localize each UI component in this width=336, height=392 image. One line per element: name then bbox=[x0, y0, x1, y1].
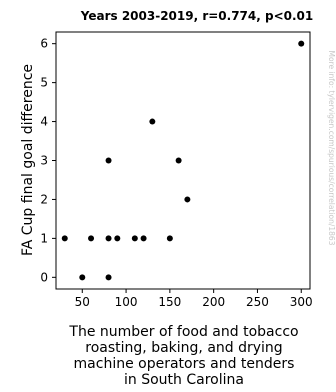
data-point-8 bbox=[140, 235, 147, 242]
y-tick-label-0: 0 bbox=[40, 270, 48, 284]
data-point-7 bbox=[131, 235, 138, 242]
data-point-2 bbox=[88, 235, 95, 242]
svg-text:roasting, baking, and drying: roasting, baking, and drying bbox=[85, 340, 282, 356]
x-tick-label-150: 150 bbox=[158, 295, 181, 309]
chart-title: Years 2003-2019, r=0.774, p<0.01 bbox=[80, 9, 314, 23]
plot-area: 50 100 150 200 250 300 0 1 2 3 4 5 6 bbox=[40, 31, 313, 309]
x-axis-label: The number of food and tobacco roasting,… bbox=[68, 324, 298, 388]
x-tick-label-50: 50 bbox=[75, 295, 90, 309]
data-point-3 bbox=[105, 157, 112, 164]
data-point-13 bbox=[298, 40, 305, 47]
data-point-10 bbox=[166, 235, 173, 242]
data-point-5 bbox=[105, 274, 112, 281]
svg-text:More info: tylervigen.com/spur: More info: tylervigen.com/spurious/corre… bbox=[327, 51, 336, 246]
y-tick-label-3: 3 bbox=[40, 154, 48, 168]
x-tick-label-250: 250 bbox=[246, 295, 269, 309]
x-tick-label-300: 300 bbox=[290, 295, 313, 309]
data-point-0 bbox=[61, 235, 68, 242]
svg-text:FA Cup final goal difference: FA Cup final goal difference bbox=[20, 64, 36, 256]
y-tick-label-2: 2 bbox=[40, 192, 48, 206]
data-point-9 bbox=[149, 118, 156, 125]
x-tick-label-100: 100 bbox=[115, 295, 138, 309]
plot-frame bbox=[55, 31, 311, 290]
data-point-6 bbox=[114, 235, 121, 242]
y-tick-label-1: 1 bbox=[40, 231, 48, 245]
svg-text:The number of food and tobacco: The number of food and tobacco bbox=[68, 324, 298, 340]
y-tick-label-6: 6 bbox=[40, 37, 48, 51]
y-tick-label-4: 4 bbox=[40, 115, 48, 129]
svg-text:machine operators and tenders: machine operators and tenders bbox=[74, 356, 295, 372]
data-point-1 bbox=[79, 274, 86, 281]
data-point-11 bbox=[175, 157, 182, 164]
x-tick-label-200: 200 bbox=[202, 295, 225, 309]
svg-text:in South Carolina: in South Carolina bbox=[124, 372, 244, 388]
y-tick-label-5: 5 bbox=[40, 76, 48, 90]
data-point-4 bbox=[105, 235, 112, 242]
data-point-12 bbox=[184, 196, 191, 203]
y-axis-label: FA Cup final goal difference bbox=[20, 64, 36, 256]
watermark: More info: tylervigen.com/spurious/corre… bbox=[327, 51, 336, 246]
